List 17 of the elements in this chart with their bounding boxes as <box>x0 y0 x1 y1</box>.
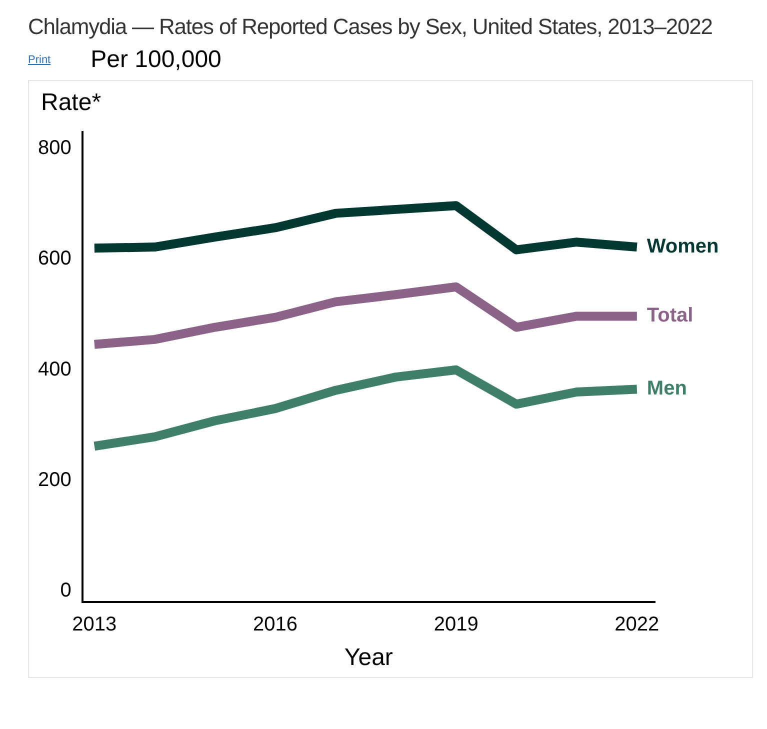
series-label: Women <box>646 236 719 258</box>
series-label: Men <box>646 378 687 400</box>
y-tick-label: 400 <box>38 358 72 380</box>
y-tick-label: 0 <box>60 580 72 602</box>
x-tick-label: 2022 <box>614 614 660 636</box>
text: Print <box>28 54 51 66</box>
chart-subtitle: Per 100,000 <box>90 46 222 74</box>
x-tick-label: 2013 <box>72 614 117 636</box>
y-axis-title: Rate* <box>41 89 102 117</box>
x-tick-label: 2019 <box>434 614 478 636</box>
y-tick-label: 200 <box>38 469 72 492</box>
chart-title: Chlamydia — Rates of Reported Cases by Sex, United States, 2013–2022 <box>28 14 714 40</box>
y-tick-label: 800 <box>38 137 72 160</box>
y-tick-label: 600 <box>38 248 72 270</box>
x-axis-title: Year <box>344 644 393 672</box>
x-tick-label: 2016 <box>253 614 298 636</box>
series-label: Total <box>646 304 694 327</box>
